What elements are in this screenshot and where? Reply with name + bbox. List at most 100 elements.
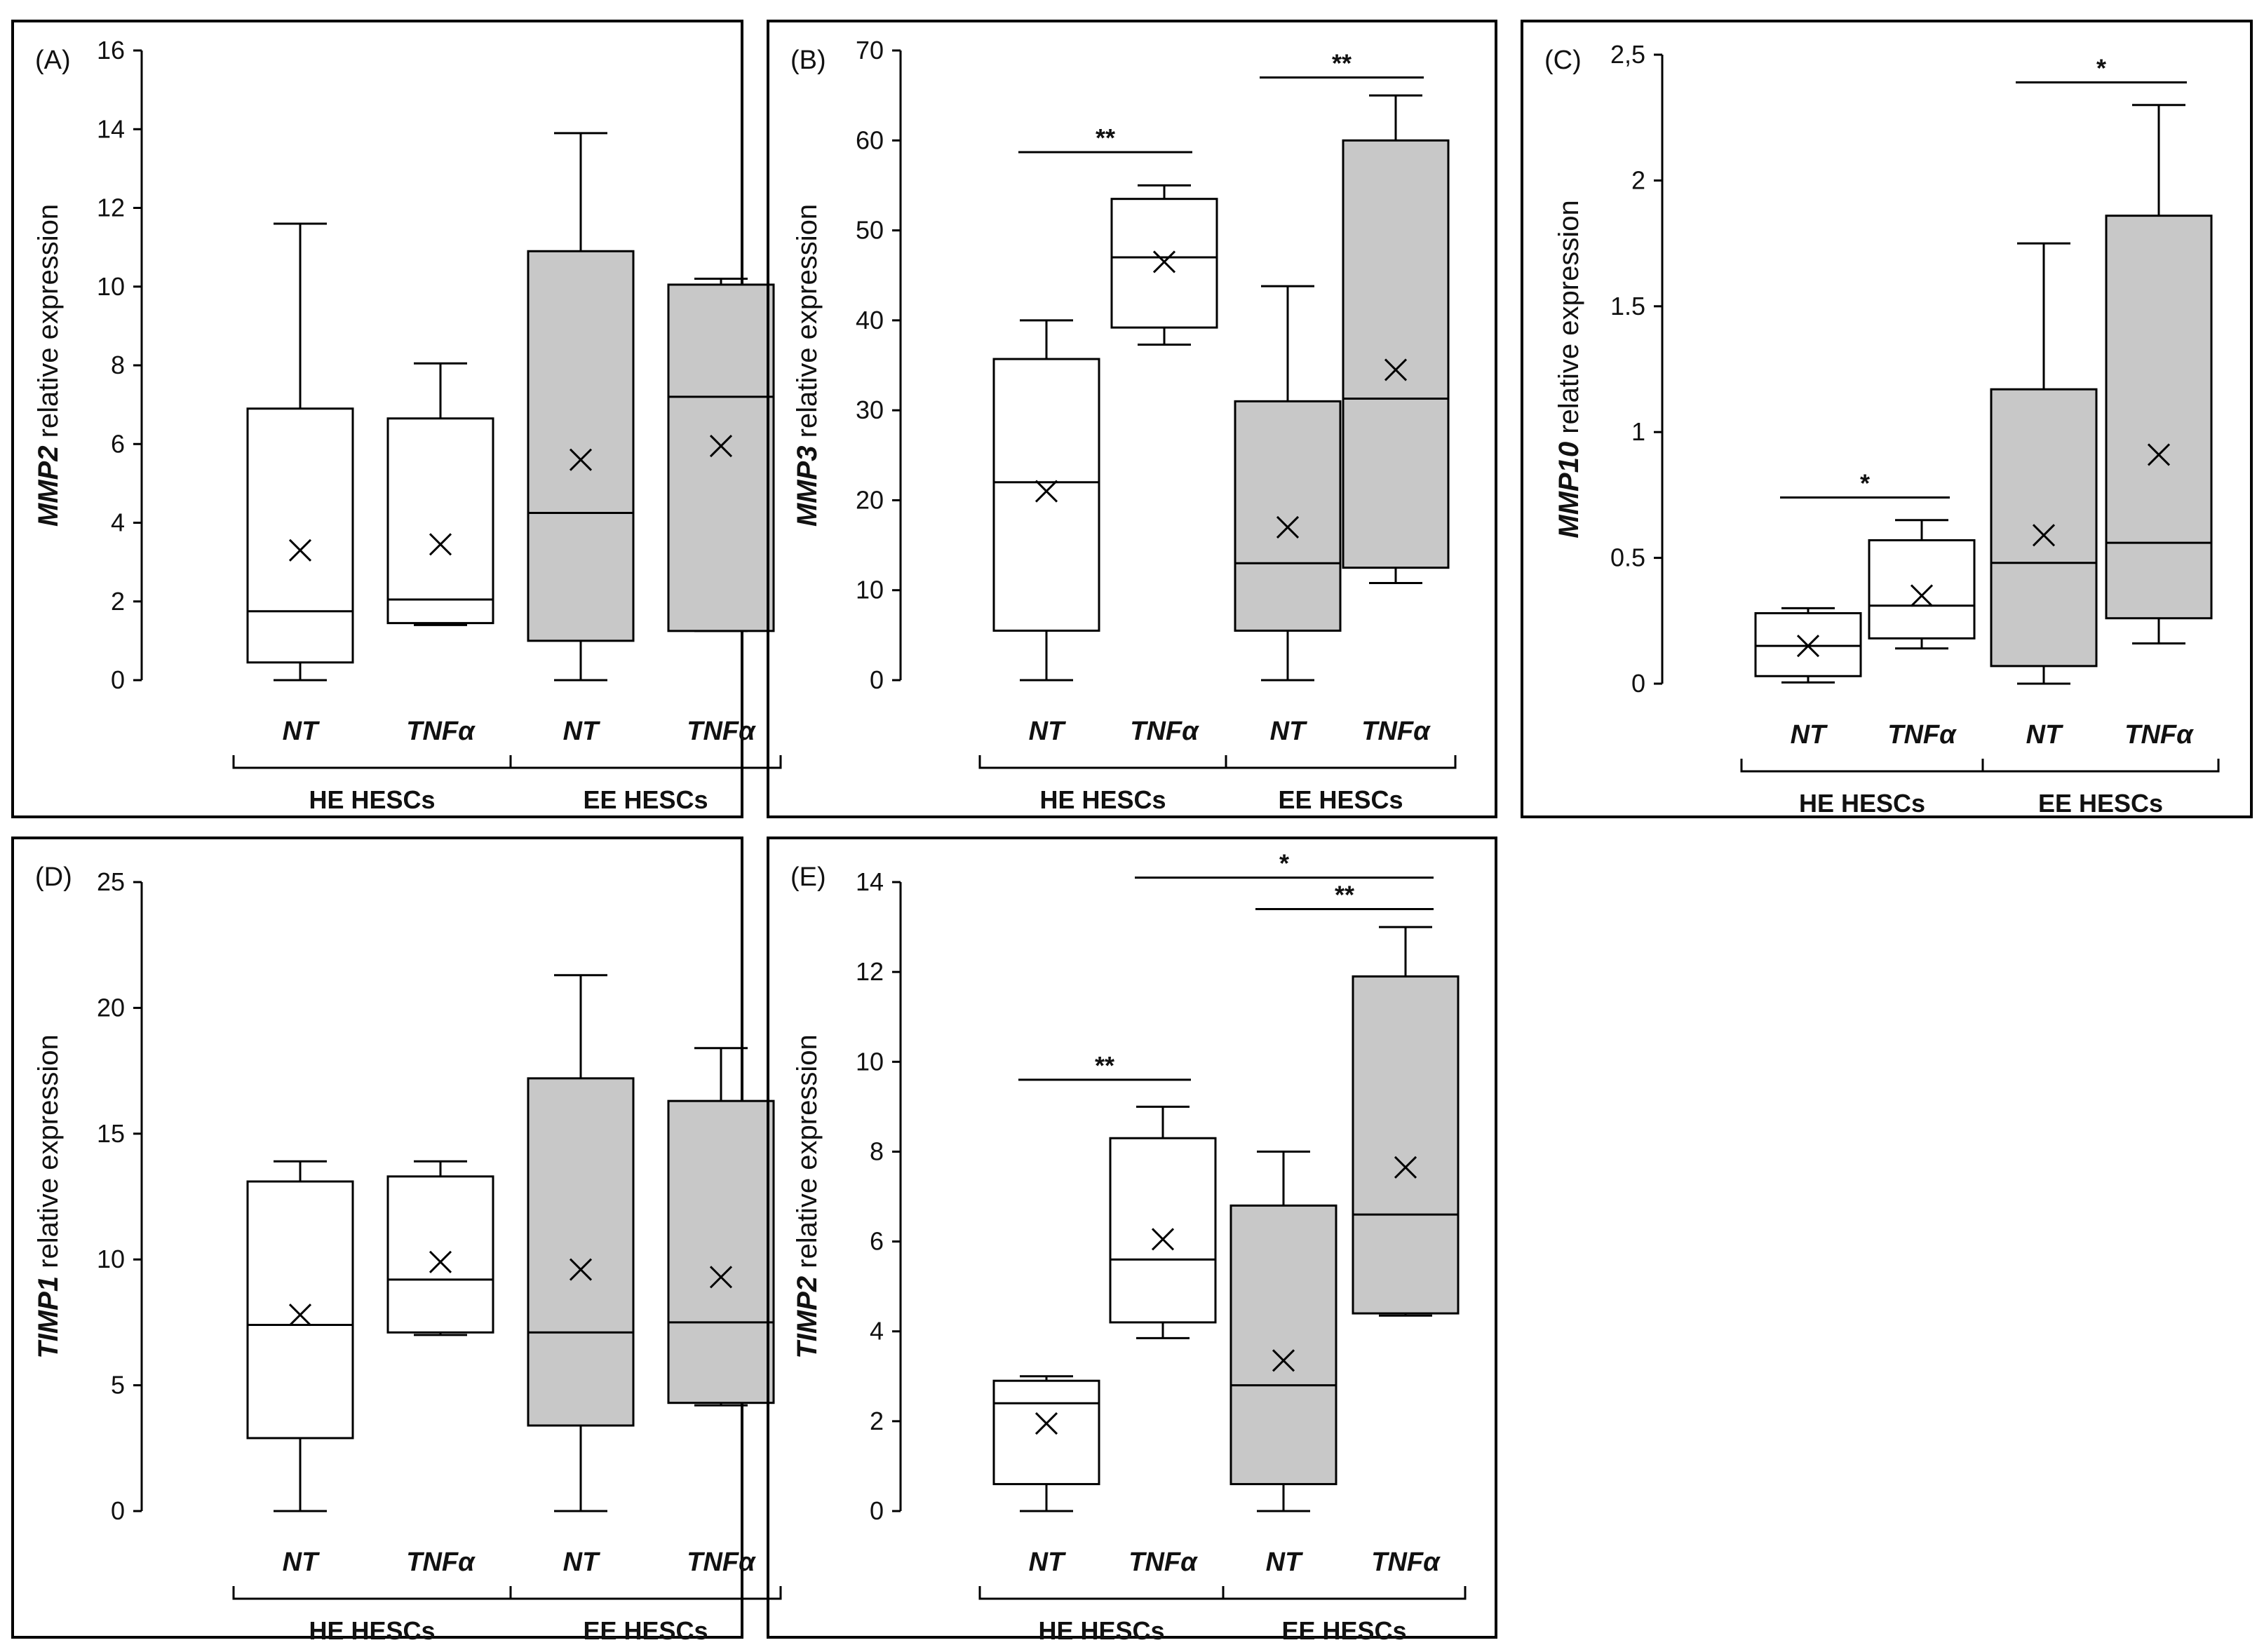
x-category-label: NT: [283, 1548, 320, 1577]
group-bracket: [1222, 1586, 1467, 1600]
panel-d: (D) 0 5 10 15 20 25 TIMP1 relative expression NT…: [11, 837, 782, 1645]
box-he-nt: [246, 222, 354, 682]
mean-marker: [429, 1250, 452, 1273]
x-category-label: NT: [1266, 1548, 1303, 1577]
group-label: EE HESCs: [583, 1616, 708, 1645]
box-ee-tnfa: [1342, 94, 1450, 584]
box-ee-nt: [527, 974, 635, 1512]
y-tick-label: 6: [870, 1227, 884, 1256]
box-iqr: [667, 1099, 775, 1404]
significance-label: **: [1335, 880, 1354, 909]
y-tick-label: 10: [97, 1245, 125, 1273]
y-tick-label: 30: [856, 395, 884, 424]
y-tick-label: 0: [1631, 669, 1645, 698]
y-tick-label: 25: [97, 867, 125, 896]
x-category-label: TNFα: [406, 717, 476, 746]
panel-label: (D): [35, 862, 72, 892]
x-category-label: NT: [1270, 717, 1307, 746]
y-axis-label-gene: MMP10: [1554, 442, 1584, 539]
x-category-label: TNFα: [1128, 1548, 1198, 1577]
group-label: EE HESCs: [583, 785, 708, 814]
y-axis-label: TIMP2 relative expression: [792, 1034, 823, 1358]
y-axis-label-text: relative expression: [33, 1034, 64, 1276]
significance-label: *: [1279, 849, 1289, 878]
mean-marker: [569, 448, 593, 471]
mean-marker: [1035, 480, 1058, 503]
group-bracket: [232, 755, 512, 769]
y-axis-label: MMP3 relative expression: [792, 204, 823, 527]
x-category-label: NT: [2026, 720, 2063, 750]
x-category-label: NT: [1791, 720, 1828, 750]
significance-label: **: [1096, 123, 1115, 152]
box-iqr: [386, 1175, 494, 1334]
box-ee-tnfa: [2105, 104, 2213, 645]
y-axis-label-gene: MMP3: [792, 446, 823, 527]
group-label: EE HESCs: [1281, 1616, 1406, 1645]
group-label: HE HESCs: [1799, 789, 1925, 818]
panel-label: (C): [1544, 46, 1582, 75]
panel-label: (B): [790, 46, 826, 75]
mean-marker: [1035, 1411, 1058, 1435]
y-tick-label: 8: [870, 1137, 884, 1165]
y-tick-label: 70: [856, 36, 884, 65]
mean-marker: [2147, 443, 2171, 466]
mean-marker: [569, 1258, 593, 1281]
y-tick-label: 2: [1631, 165, 1645, 194]
group-bracket: [1225, 755, 1457, 769]
box-iqr: [246, 1180, 354, 1440]
box-iqr: [2105, 215, 2213, 620]
y-axis-label: MMP10 relative expression: [1554, 200, 1584, 538]
box-he-nt: [992, 319, 1100, 682]
y-tick-label: 20: [97, 993, 125, 1022]
y-tick-label: 14: [97, 114, 125, 143]
group-label: HE HESCs: [1038, 1616, 1164, 1645]
box-iqr: [667, 283, 775, 632]
x-category-label: NT: [1029, 717, 1066, 746]
y-tick-label: 14: [856, 867, 884, 896]
mean-marker: [1384, 358, 1408, 381]
group-bracket: [509, 755, 782, 769]
group-bracket: [1981, 759, 2220, 773]
y-tick-label: 50: [856, 216, 884, 245]
y-tick-label: 0: [870, 1496, 884, 1525]
y-tick-label: 2: [111, 587, 125, 616]
y-tick-label: 2,5: [1610, 40, 1645, 69]
y-axis-label: TIMP1 relative expression: [33, 1034, 64, 1358]
mean-marker: [1796, 635, 1820, 658]
x-category-label: NT: [283, 717, 320, 746]
group-bracket: [509, 1586, 782, 1600]
x-category-label: NT: [563, 1548, 600, 1577]
group-label: HE HESCs: [309, 1616, 435, 1645]
y-axis-label-text: relative expression: [792, 1034, 823, 1276]
y-tick-label: 15: [97, 1119, 125, 1148]
box-ee-nt: [1990, 242, 2098, 685]
box-iqr: [1234, 400, 1342, 632]
box-ee-nt: [527, 132, 635, 682]
mean-marker: [709, 434, 733, 458]
y-tick-label: 60: [856, 126, 884, 154]
significance-label: **: [1095, 1051, 1114, 1080]
mean-marker: [1276, 515, 1300, 539]
x-category-label: NT: [1029, 1548, 1066, 1577]
y-tick-label: 4: [870, 1317, 884, 1346]
mean-marker: [1910, 584, 1934, 607]
y-axis-label: MMP2 relative expression: [33, 204, 64, 527]
y-tick-label: 20: [856, 485, 884, 514]
panel-a: (A) 0 2 4 6 8 10 12 14 16 MMP2 relative expression…: [11, 20, 782, 818]
group-label: HE HESCs: [309, 785, 435, 814]
box-iqr: [1342, 139, 1450, 569]
y-tick-label: 1.5: [1610, 292, 1645, 320]
box-ee-nt: [1234, 285, 1342, 682]
box-iqr: [992, 1379, 1100, 1486]
y-tick-label: 10: [97, 272, 125, 301]
panel-b: (B) 0 10 20 30 40 50 60 70 MMP3 relative expressi…: [767, 20, 1497, 818]
box-iqr: [1868, 539, 1976, 639]
box-iqr: [527, 250, 635, 642]
box-he-tnfa: [386, 1160, 494, 1336]
y-tick-label: 8: [111, 351, 125, 379]
mean-marker: [288, 539, 312, 562]
group-bracket: [1740, 759, 1984, 773]
y-tick-label: 40: [856, 306, 884, 334]
y-axis-label-text: relative expression: [33, 204, 64, 446]
